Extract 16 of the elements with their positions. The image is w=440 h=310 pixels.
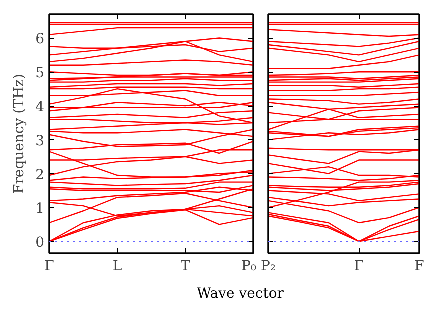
y-tick-label: 2	[36, 167, 45, 184]
y-axis-title: Frequency (THz)	[12, 74, 28, 194]
x-axis-title: Wave vector	[197, 285, 284, 304]
x-tick-label: L	[112, 258, 122, 274]
y-tick-label: 6	[36, 32, 45, 48]
x-tick-label: Γ	[354, 258, 364, 274]
x-tick-label: T	[180, 258, 191, 274]
x-tick-label: P₀	[241, 258, 257, 274]
x-tick-label: F	[414, 258, 425, 274]
y-tick-label: 1	[36, 201, 45, 218]
y-tick-label: 4	[36, 100, 45, 116]
x-tick-label: P₂	[260, 258, 276, 274]
x-tick-label: Γ	[44, 258, 55, 274]
y-tick-label: 5	[36, 66, 45, 82]
y-tick-label: 3	[36, 133, 45, 150]
y-tick-label: 0	[36, 235, 45, 252]
